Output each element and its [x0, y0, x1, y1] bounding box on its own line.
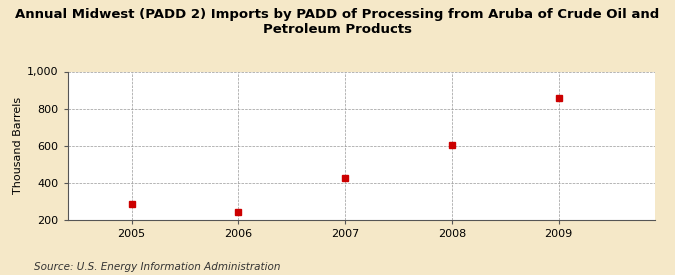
- Text: Annual Midwest (PADD 2) Imports by PADD of Processing from Aruba of Crude Oil an: Annual Midwest (PADD 2) Imports by PADD …: [16, 8, 659, 36]
- Text: Source: U.S. Energy Information Administration: Source: U.S. Energy Information Administ…: [34, 262, 280, 272]
- Y-axis label: Thousand Barrels: Thousand Barrels: [13, 97, 23, 194]
